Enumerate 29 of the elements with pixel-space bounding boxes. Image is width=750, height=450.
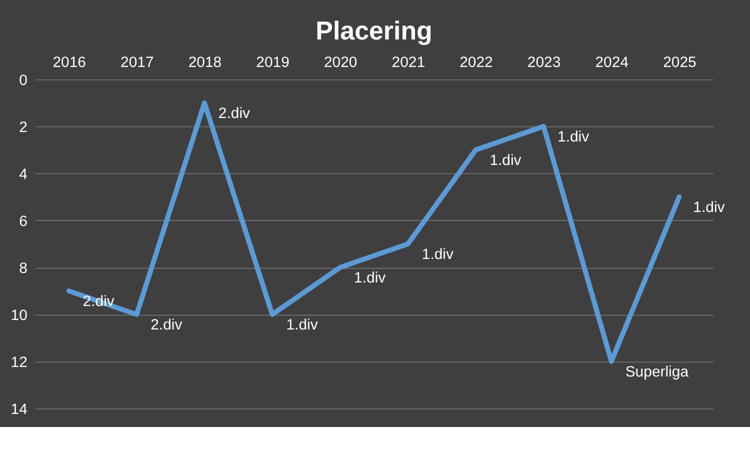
annotation: 2.div [150, 316, 183, 334]
x-tick-label: 2016 [52, 54, 86, 71]
annotation: Superliga [625, 363, 690, 380]
chart-title: Placering [316, 17, 432, 46]
annotation: 1.div [422, 246, 454, 263]
x-tick-label: 2024 [595, 54, 628, 71]
annotation: 1.div [558, 128, 590, 146]
x-tick-label: 2018 [188, 54, 222, 71]
x-tick-label: 2020 [324, 54, 358, 71]
y-tick-label: 6 [19, 212, 28, 230]
x-tick-label: 2022 [460, 54, 493, 71]
x-tick-label: 2019 [256, 54, 290, 71]
y-tick-label: 8 [19, 260, 28, 277]
y-tick-label: 10 [10, 306, 28, 324]
x-tick-label: 2021 [392, 54, 426, 71]
annotation: 1.div [490, 152, 522, 169]
annotation: 1.div [693, 198, 726, 216]
y-tick-label: 2 [19, 118, 28, 136]
y-tick-label: 0 [19, 72, 28, 89]
annotation: 2.div [218, 104, 251, 122]
annotation: 1.div [354, 269, 386, 286]
line-series [66, 100, 682, 364]
x-tick-label: 2023 [527, 54, 561, 71]
y-tick-label: 14 [10, 400, 28, 418]
x-tick-label: 2025 [663, 54, 696, 71]
annotation: 1.div [286, 316, 318, 334]
y-tick-label: 4 [19, 166, 28, 183]
y-tick-label: 12 [10, 354, 28, 371]
x-tick-label: 2017 [120, 54, 154, 71]
